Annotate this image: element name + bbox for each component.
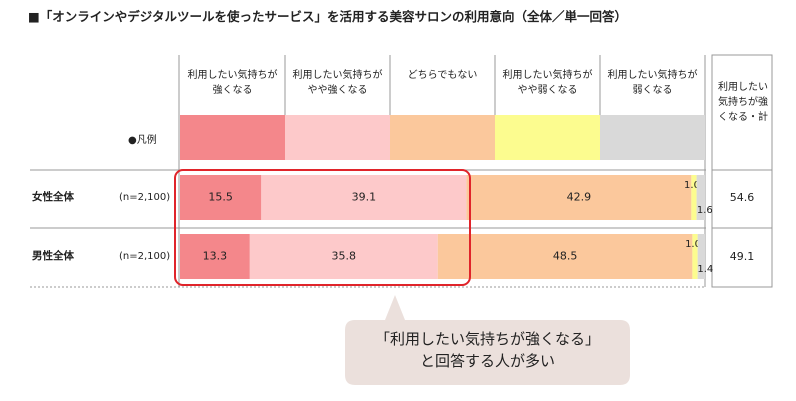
legend-swatch bbox=[180, 115, 285, 160]
legend-entry: 利用したい気持ちが弱くなる bbox=[607, 70, 698, 96]
highlight-box bbox=[174, 169, 471, 286]
bar-segment bbox=[692, 234, 698, 279]
bar-segment bbox=[261, 175, 467, 220]
callout-text: 「利用したい気持ちが強くなる」 bbox=[374, 330, 600, 348]
value-label: 13.3 bbox=[203, 250, 228, 263]
legend-entry: どちらでもない bbox=[407, 70, 478, 81]
totals-frame bbox=[711, 54, 773, 288]
value-label: 1.0 bbox=[685, 239, 701, 250]
callout-bubble bbox=[345, 295, 630, 385]
value-label: 1.4 bbox=[697, 264, 713, 275]
value-label: 1.6 bbox=[697, 205, 713, 216]
callout-text: と回答する人が多い bbox=[419, 352, 555, 370]
value-label: 15.5 bbox=[208, 191, 233, 204]
bar-segment bbox=[180, 175, 262, 220]
bar-segment bbox=[180, 234, 250, 279]
value-label: 42.9 bbox=[567, 191, 592, 204]
sample-size: (n=2,100) bbox=[119, 192, 171, 203]
sample-size: (n=2,100) bbox=[119, 251, 171, 262]
value-label: 1.0 bbox=[684, 180, 700, 191]
legend-swatch bbox=[600, 115, 705, 160]
bar-segment bbox=[697, 234, 705, 279]
total-value: 49.1 bbox=[729, 250, 755, 263]
legend-entry: 利用したい気持ちが強くなる bbox=[187, 70, 278, 96]
legend-swatch bbox=[495, 115, 600, 160]
category-label: 男性全体 bbox=[32, 250, 74, 262]
legend-swatch bbox=[390, 115, 495, 160]
legend-swatch bbox=[285, 115, 390, 160]
bar-segment bbox=[437, 234, 693, 279]
total-value: 54.6 bbox=[729, 191, 755, 204]
category-label: 女性全体 bbox=[32, 191, 74, 203]
legend-entry: 利用したい気持ちがやや強くなる bbox=[292, 70, 383, 96]
bar-segment bbox=[691, 175, 697, 220]
bar-segment bbox=[249, 234, 438, 279]
legend-entry: 利用したい気持ちがやや弱くなる bbox=[502, 70, 593, 96]
value-label: 48.5 bbox=[553, 250, 578, 263]
bar-segment bbox=[466, 175, 692, 220]
bar-segment bbox=[696, 175, 705, 220]
chart-title: ■「オンラインやデジタルツールを使ったサービス」を活用する美容サロンの利用意向（… bbox=[28, 9, 628, 24]
legend-label: ●凡例 bbox=[128, 135, 157, 146]
value-label: 35.8 bbox=[332, 250, 357, 263]
totals-header: 利用したい気持ちが強くなる・計 bbox=[718, 82, 768, 123]
value-label: 39.1 bbox=[352, 191, 377, 204]
